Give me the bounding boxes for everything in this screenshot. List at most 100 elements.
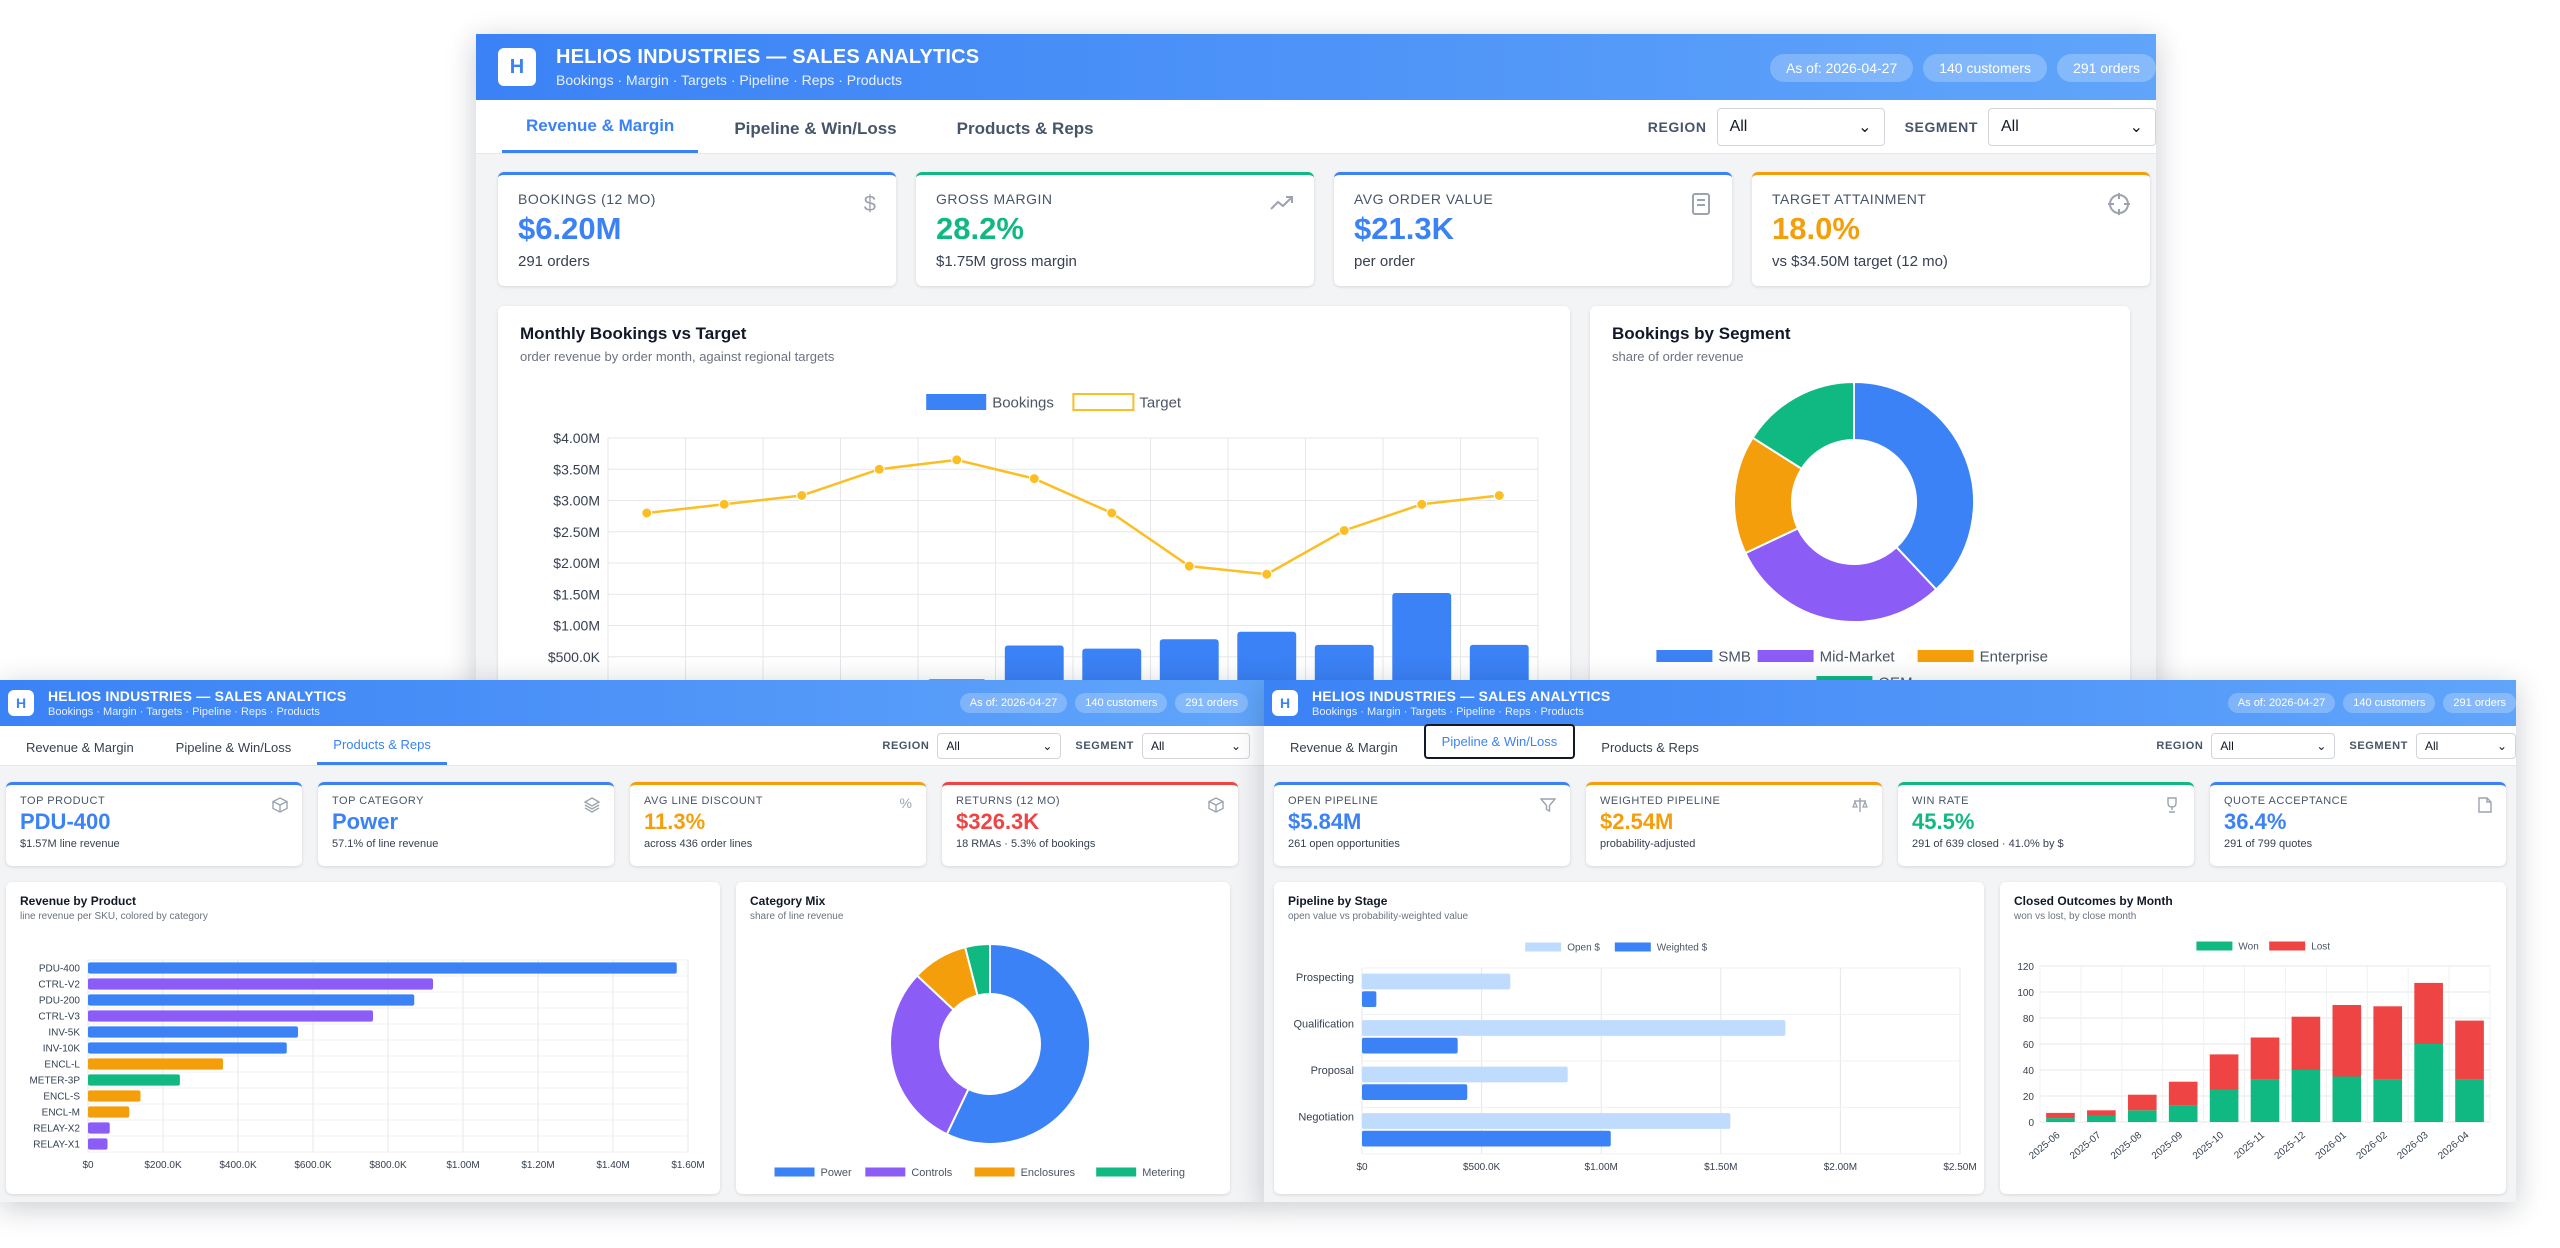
- legend-swatch: [2269, 941, 2306, 951]
- app-title: HELIOS INDUSTRIES — SALES ANALYTICS: [556, 46, 980, 68]
- pipeline-window: H HELIOS INDUSTRIES — SALES ANALYTICS Bo…: [1264, 680, 2516, 1202]
- product-bar: [88, 1074, 180, 1086]
- tab-products-reps[interactable]: Products & Reps: [317, 737, 447, 765]
- y-tick-label: 100: [2017, 988, 2034, 999]
- bookings-bar: [1237, 631, 1297, 688]
- segment-select[interactable]: All ⌄: [1988, 107, 2156, 146]
- y-tick-label: $4.00M: [553, 430, 600, 446]
- tab-revenue-margin[interactable]: Revenue & Margin: [502, 116, 699, 153]
- region-select[interactable]: All ⌄: [937, 732, 1062, 759]
- x-tick-label: $1.00M: [1585, 1162, 1618, 1173]
- kpi-sub: vs $34.50M target (12 mo): [1772, 253, 1948, 270]
- tab-revenue-margin[interactable]: Revenue & Margin: [26, 740, 134, 755]
- y-tick-label: ENCL-S: [43, 1092, 80, 1103]
- segment-chart-card: Bookings by Segment share of order reven…: [1590, 306, 2130, 700]
- tab-revenue-margin[interactable]: Revenue & Margin: [1290, 740, 1398, 755]
- product-bar: [88, 1042, 287, 1054]
- x-tick-label: $2.00M: [1824, 1162, 1857, 1173]
- kpi-sub: 291 orders: [518, 253, 590, 270]
- funnel-icon: [1540, 798, 1556, 813]
- x-tick-label: $500.0K: [1463, 1162, 1501, 1173]
- chart-subtitle: open value vs probability-weighted value: [1288, 911, 1469, 922]
- y-tick-label: ENCL-M: [42, 1108, 80, 1119]
- x-tick-label: $400.0K: [219, 1160, 257, 1171]
- tab-pipeline-winloss[interactable]: Pipeline & Win/Loss: [175, 740, 292, 755]
- tab-products-reps[interactable]: Products & Reps: [1601, 740, 1699, 755]
- legend-label: Lost: [2311, 942, 2330, 953]
- scale-icon: [1852, 798, 1868, 812]
- legend-label: Weighted $: [1657, 943, 1708, 954]
- app-logo: H: [8, 690, 34, 716]
- lost-bar: [2332, 1005, 2362, 1077]
- open-value-bar: [1362, 973, 1511, 990]
- kpi-returns: RETURNS (12 MO) $326.3K 18 RMAs · 5.3% o…: [942, 782, 1238, 866]
- bookings-bar: [1082, 648, 1142, 688]
- weighted-value-bar: [1362, 1130, 1611, 1147]
- y-tick-label: PDU-200: [39, 996, 81, 1007]
- donut-slice-mid-market: [1744, 527, 1938, 623]
- legend-swatch: [974, 1167, 1015, 1177]
- as-of-pill: As of: 2026-04-27: [2227, 693, 2336, 713]
- chevron-down-icon: ⌄: [1858, 118, 1872, 136]
- orders-pill: 291 orders: [1175, 693, 1248, 713]
- product-bar: [88, 1026, 298, 1038]
- lost-bar: [2373, 1006, 2403, 1080]
- tab-products-reps[interactable]: Products & Reps: [956, 119, 1094, 138]
- lost-bar: [2127, 1094, 2157, 1111]
- kpi-label: GROSS MARGIN: [936, 191, 1053, 207]
- kpi-weighted-pipeline: WEIGHTED PIPELINE $2.54M probability-adj…: [1586, 782, 1882, 866]
- lost-bar: [2209, 1054, 2239, 1090]
- kpi-sub: probability-adjusted: [1600, 838, 1696, 850]
- category-mix-donut-chart: Power Controls Enclosures Metering: [774, 942, 1185, 1179]
- y-tick-label: $1.50M: [553, 586, 600, 602]
- y-tick-label: CTRL-V3: [38, 1012, 80, 1023]
- y-tick-label: RELAY-X2: [33, 1124, 80, 1135]
- x-tick-label: 2025-12: [2273, 1130, 2309, 1162]
- y-tick-label: 60: [2023, 1040, 2035, 1051]
- won-bar: [2455, 1079, 2484, 1122]
- customers-pill: 140 customers: [2343, 693, 2436, 713]
- legend-swatch: [865, 1167, 906, 1177]
- kpi-win-rate: WIN RATE 45.5% 291 of 639 closed · 41.0%…: [1898, 782, 2194, 866]
- orders-pill: 291 orders: [2057, 54, 2156, 82]
- chevron-down-icon: ⌄: [1230, 738, 1241, 753]
- customers-pill: 140 customers: [1075, 693, 1168, 713]
- kpi-quote-acceptance: QUOTE ACCEPTANCE 36.4% 291 of 799 quotes: [2210, 782, 2506, 866]
- kpi-value: $2.54M: [1600, 809, 1674, 834]
- y-tick-label: 120: [2017, 962, 2034, 973]
- chevron-down-icon: ⌄: [2496, 738, 2507, 753]
- region-label: REGION: [882, 739, 930, 752]
- x-tick-label: 2026-02: [2354, 1130, 2390, 1162]
- legend-label: Won: [2238, 942, 2258, 953]
- won-bar: [2168, 1105, 2198, 1122]
- region-select[interactable]: All ⌄: [1716, 107, 1885, 146]
- legend-label: Bookings: [992, 394, 1054, 411]
- tab-pipeline-winloss[interactable]: Pipeline & Win/Loss: [1423, 724, 1576, 759]
- lost-bar: [2168, 1081, 2198, 1106]
- kpi-label: QUOTE ACCEPTANCE: [2224, 795, 2348, 807]
- orders-pill: 291 orders: [2443, 693, 2516, 713]
- segment-select[interactable]: All ⌄: [1142, 732, 1250, 759]
- chart-title: Pipeline by Stage: [1288, 894, 1388, 908]
- won-bar: [2373, 1079, 2403, 1122]
- tab-pipeline-winloss[interactable]: Pipeline & Win/Loss: [734, 119, 897, 138]
- open-value-bar: [1362, 1113, 1731, 1129]
- revenue-window: H HELIOS INDUSTRIES — SALES ANALYTICS Bo…: [476, 34, 2156, 700]
- donut-slice-oem: [1751, 380, 1855, 471]
- region-select[interactable]: All ⌄: [2211, 732, 2336, 759]
- x-tick-label: 2025-10: [2191, 1130, 2227, 1162]
- legend-label: Open $: [1567, 943, 1600, 954]
- receipt-icon: [1692, 193, 1710, 215]
- x-tick-label: $1.50M: [1704, 1162, 1737, 1173]
- segment-select[interactable]: All ⌄: [2416, 732, 2516, 759]
- region-label: REGION: [1647, 118, 1707, 135]
- pipeline-stage-chart: $0 $500.0K $1.00M $1.50M $2.00M $2.50M Prospec…: [1293, 942, 1977, 1173]
- app-header: H HELIOS INDUSTRIES — SALES ANALYTICS Bo…: [0, 680, 1264, 726]
- kpi-avg-order-value: AVG ORDER VALUE $21.3K per order: [1334, 172, 1732, 286]
- target-line: [646, 458, 1500, 576]
- legend-label: Enterprise: [1980, 648, 2048, 665]
- y-tick-label: $500.0K: [548, 649, 601, 665]
- y-tick-label: Proposal: [1311, 1065, 1354, 1077]
- app-title: HELIOS INDUSTRIES — SALES ANALYTICS: [48, 688, 347, 704]
- product-chart-card: Revenue by Product line revenue per SKU,…: [6, 882, 720, 1194]
